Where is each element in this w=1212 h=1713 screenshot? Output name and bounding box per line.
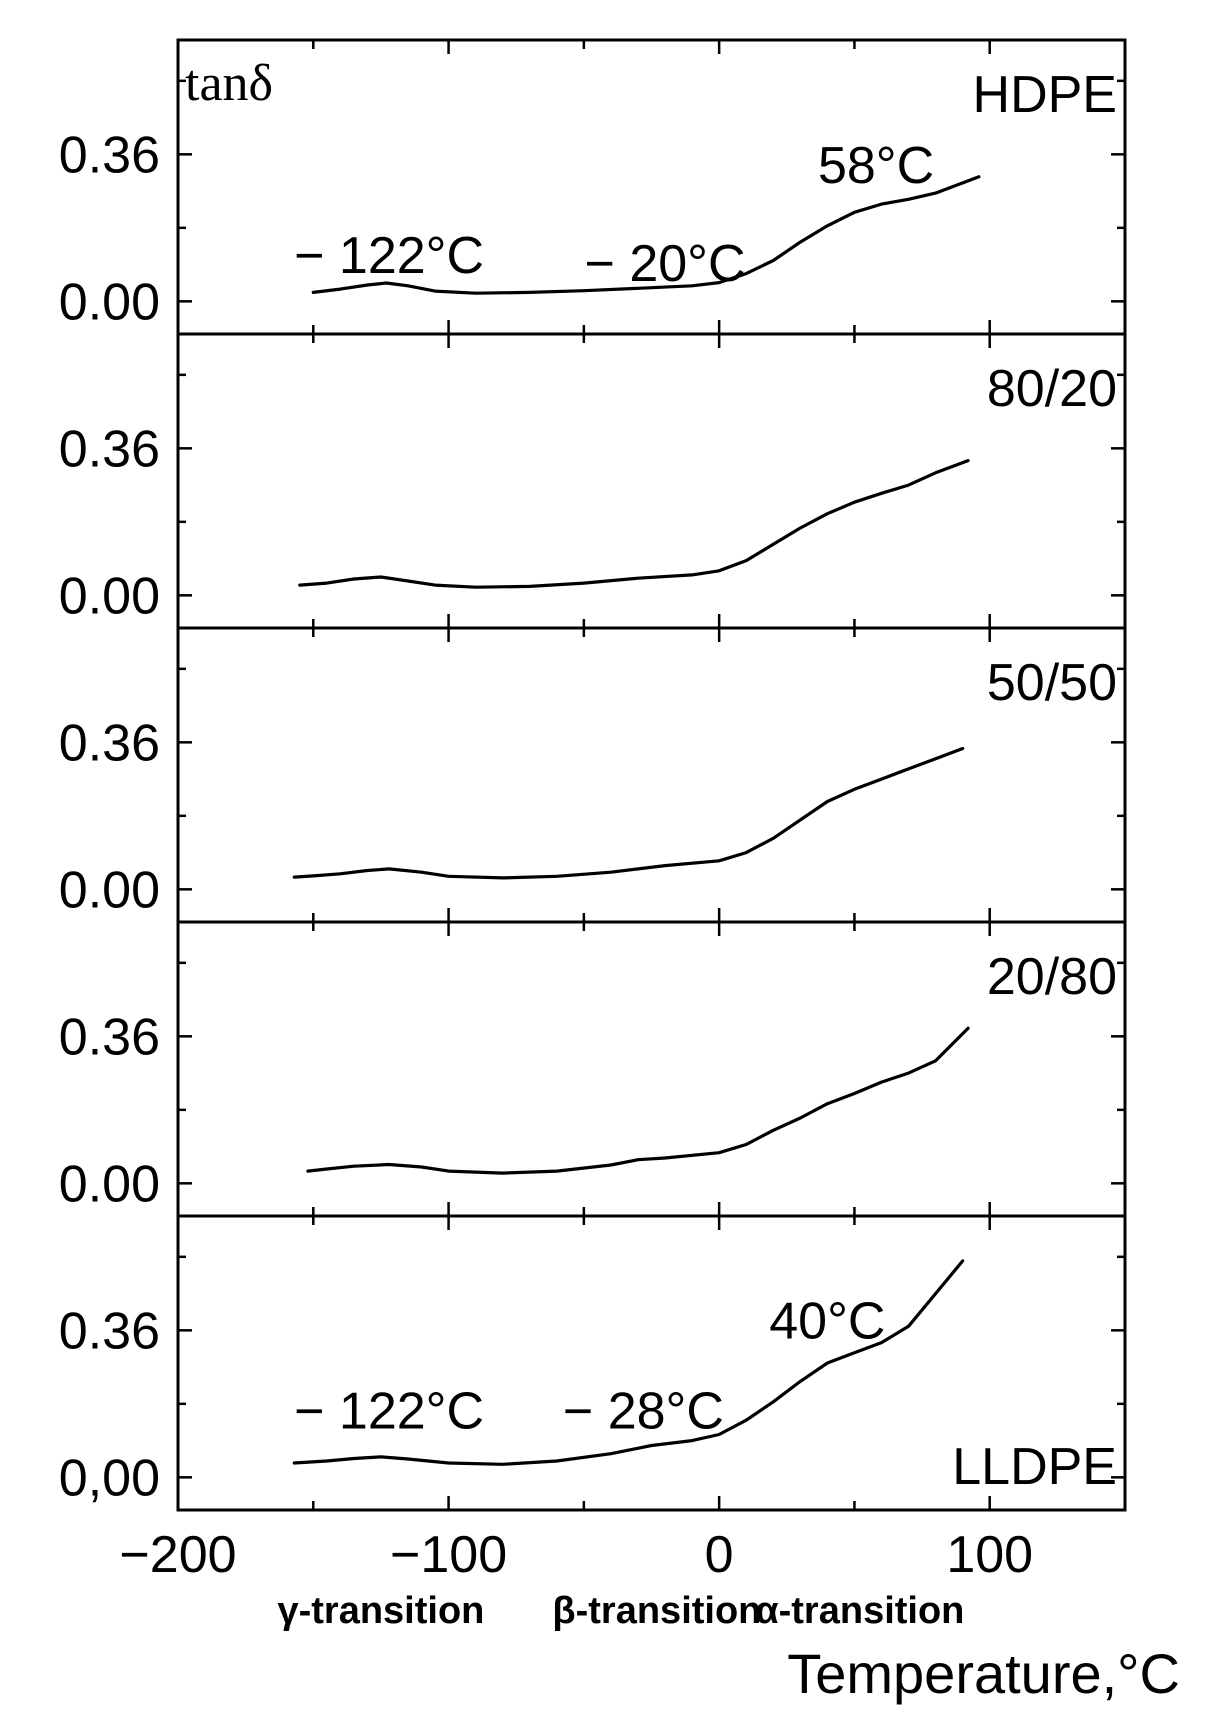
y-tick-label: 0.36: [59, 126, 160, 184]
transition-label: β-transition: [552, 1590, 761, 1632]
peak-annotation: − 20°C: [585, 235, 746, 293]
panel-label: HDPE: [973, 66, 1117, 124]
y-tick-label: 0.36: [59, 1008, 160, 1066]
x-tick-label: 100: [946, 1526, 1033, 1584]
x-tick-label: −100: [390, 1526, 507, 1584]
tan-delta-curve-50-50: [292, 746, 965, 880]
tan-delta-curve-lldpe: [292, 1259, 965, 1466]
y-tick-label: 0.36: [59, 714, 160, 772]
transition-label: γ-transition: [277, 1590, 484, 1632]
peak-annotation: 58°C: [818, 137, 934, 195]
panel-frame: [176, 920, 1127, 1218]
peak-annotation: 40°C: [769, 1293, 885, 1351]
y-tick-label: 0.00: [59, 1155, 160, 1213]
x-tick-label: −200: [119, 1526, 236, 1584]
peak-annotation: − 122°C: [294, 1382, 484, 1440]
peak-annotation: − 122°C: [294, 227, 484, 285]
panel-80-20: 0.36 0.00 80/20: [59, 332, 1127, 630]
panel-label: 50/50: [987, 654, 1117, 712]
y-tick-label: 0.36: [59, 420, 160, 478]
y-tick-label: 0.00: [59, 861, 160, 919]
panel-hdpe: 0.36 0.00 HDPE − 122°C − 20°C 58°C: [59, 38, 1127, 336]
panel-20-80: 0.36 0.00 20/80: [59, 920, 1127, 1218]
x-axis: −200 −100 0 100 γ-transition β-transitionα-tr…: [119, 1526, 1033, 1632]
y-axis-title: tanδ: [185, 55, 273, 112]
y-tick-label: 0.00: [59, 567, 160, 625]
panel-frame: [176, 1214, 1127, 1512]
panel-50-50: 0.36 0.00 50/50: [59, 626, 1127, 924]
panel-lldpe: 0.36 0,00 LLDPE − 122°C − 28°C 40°C: [59, 1214, 1127, 1512]
y-tick-label: 0.00: [59, 273, 160, 331]
peak-annotation: − 28°C: [563, 1382, 724, 1440]
x-axis-title: Temperature,°C: [787, 1642, 1180, 1705]
tan-delta-curve-hdpe: [311, 175, 981, 295]
tan-delta-curve-80-20: [298, 459, 970, 589]
panel-label: 80/20: [987, 360, 1117, 418]
panel-frame: [176, 626, 1127, 924]
panel-label: 20/80: [987, 948, 1117, 1006]
y-tick-label: 0,00: [59, 1449, 160, 1507]
panel-label: LLDPE: [952, 1438, 1117, 1496]
x-tick-label: 0: [705, 1526, 734, 1584]
chart-panels: 0.36 0.00 HDPE − 122°C − 20°C 58°C 0.36 0.00 80/…: [59, 38, 1127, 1512]
y-tick-label: 0.36: [59, 1302, 160, 1360]
transition-label: α-transition: [755, 1590, 964, 1632]
tan-delta-curve-20-80: [306, 1026, 970, 1175]
